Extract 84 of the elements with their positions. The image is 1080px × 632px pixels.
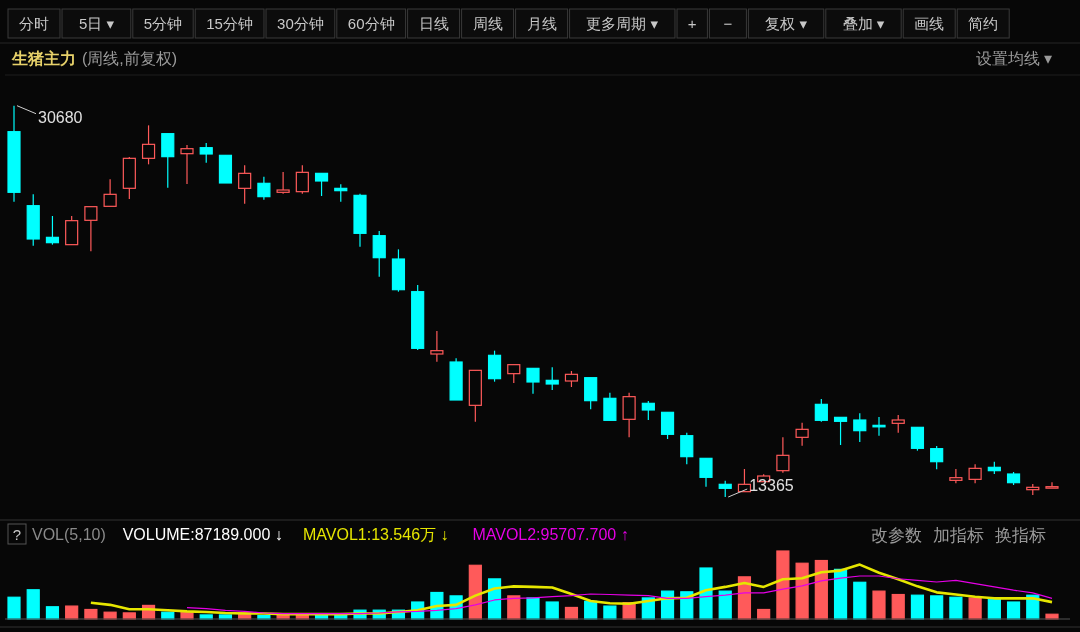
text: 30分钟 (277, 15, 324, 32)
candlestick (930, 445, 944, 470)
candlestick (968, 463, 982, 484)
annotation: 30680 (38, 108, 83, 126)
text: 60分钟 (347, 15, 395, 32)
bar (84, 608, 98, 620)
candlestick (372, 230, 386, 278)
candlestick (65, 215, 79, 246)
chart-subtitle: (周线,前复权) (82, 50, 178, 67)
candlestick (1045, 481, 1059, 489)
bar (968, 597, 982, 620)
candlestick (795, 422, 809, 447)
bar (65, 605, 79, 620)
candlestick (699, 457, 713, 488)
candlestick (507, 364, 521, 384)
candlestick (257, 176, 271, 201)
candlestick (276, 171, 290, 195)
bar (26, 589, 40, 620)
candlestick (584, 377, 598, 410)
text: 改参数 (871, 526, 922, 545)
text: 画线 (914, 15, 945, 32)
text: 月线 (526, 15, 557, 32)
candlestick (487, 350, 502, 383)
bar (795, 562, 809, 620)
candlestick (949, 468, 963, 484)
candlestick (641, 400, 655, 421)
bar (545, 601, 559, 620)
chart-title: 生猪主力 (11, 49, 76, 67)
text: 分时 (19, 15, 49, 32)
text: VOLUME:87189.000 ↓ (122, 526, 283, 543)
candlestick (680, 432, 694, 465)
annotation: 13365 (749, 477, 794, 494)
candlestick (910, 426, 925, 452)
bar (910, 594, 925, 620)
text: 换指标 (995, 526, 1046, 545)
bar (930, 595, 944, 620)
text: 15分钟 (206, 15, 253, 32)
legend-title: VOL(5,10) (32, 526, 106, 543)
text: MAVOL2:95707.700 ↑ (472, 526, 629, 543)
text: 简约 (968, 15, 999, 32)
bar (891, 593, 905, 620)
text: MAVOL1:13.546万 ↓ (302, 526, 449, 543)
bar (872, 590, 886, 620)
text: ? (12, 526, 22, 543)
candlestick (141, 124, 156, 165)
candlestick (545, 366, 559, 391)
candlestick (660, 411, 675, 440)
candlestick (161, 133, 175, 189)
bar (526, 597, 540, 620)
candlestick (295, 164, 309, 195)
candlestick (314, 172, 329, 197)
bar (853, 581, 867, 620)
candlestick (45, 215, 60, 246)
bar (776, 550, 790, 620)
bar (1006, 601, 1021, 620)
text: 周线 (472, 15, 503, 32)
text: + (687, 15, 697, 32)
text: − (723, 15, 733, 32)
candlestick (526, 367, 540, 395)
candlestick (814, 398, 828, 423)
candlestick (430, 330, 444, 363)
bar (603, 605, 617, 620)
bar (7, 596, 21, 620)
text: 5日 ▾ (78, 15, 115, 32)
text: 叠加 ▾ (842, 15, 885, 32)
bar (949, 596, 963, 620)
candlestick (199, 142, 213, 164)
candlestick (853, 412, 867, 443)
candlestick (238, 164, 252, 205)
text: 5分钟 (143, 15, 183, 32)
candlestick (622, 392, 636, 438)
candlestick (103, 178, 117, 207)
text: 加指标 (933, 526, 984, 545)
text: 复权 ▾ (765, 15, 808, 32)
text: 设置均线 ▾ (975, 50, 1052, 67)
candlestick (84, 206, 98, 252)
candlestick (833, 416, 848, 446)
candlestick (776, 436, 790, 474)
text: 更多周期 ▾ (586, 15, 659, 32)
text: 日线 (418, 15, 449, 32)
candlestick (180, 144, 194, 185)
bar (718, 590, 732, 620)
bar (699, 567, 713, 620)
candlestick (603, 392, 617, 421)
